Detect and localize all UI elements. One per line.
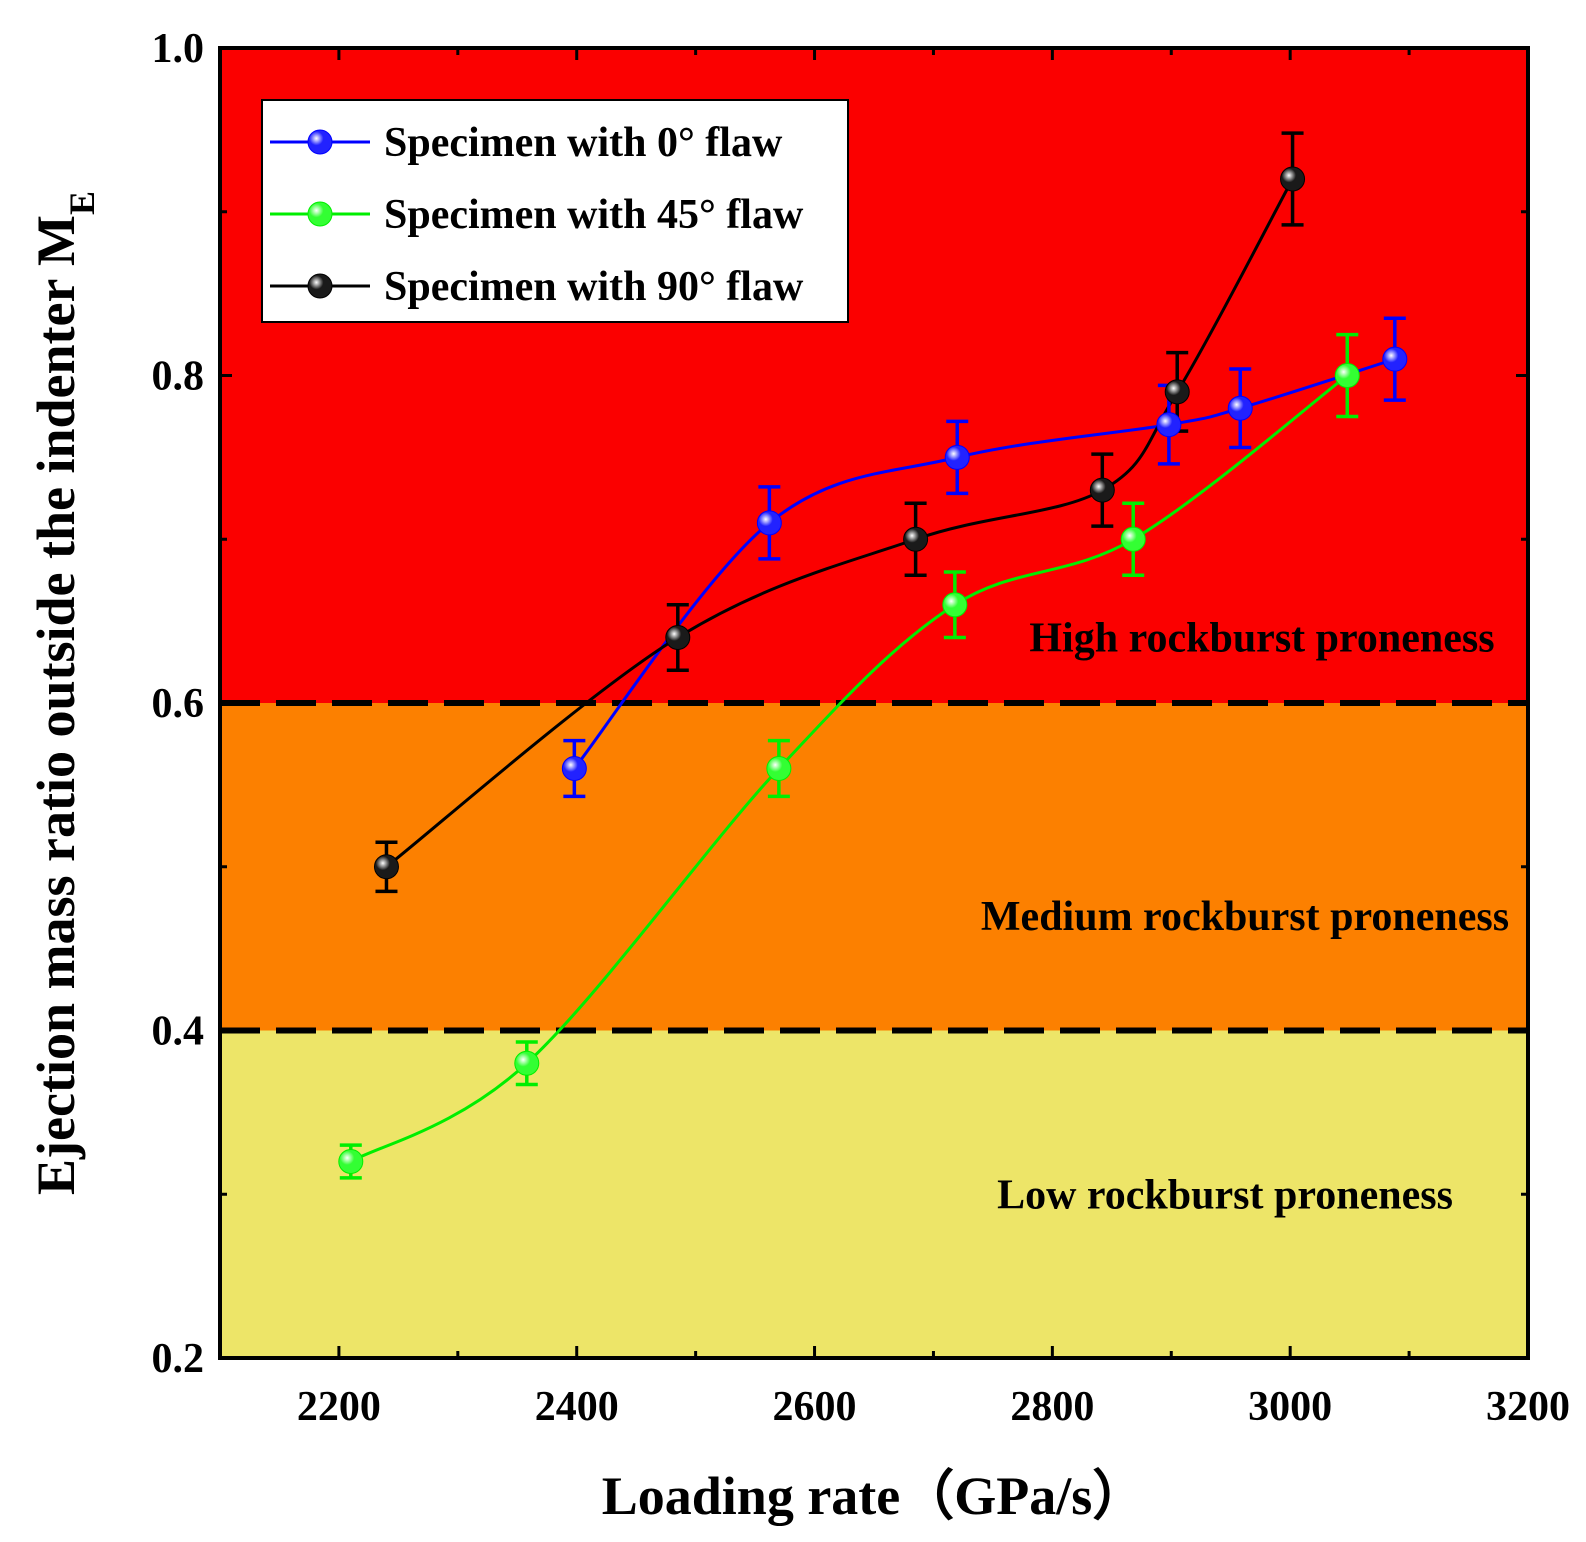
legend-item-1: Specimen with 45° flaw (270, 192, 804, 238)
legend-swatch-marker (307, 129, 333, 155)
legend-label-1: Specimen with 45° flaw (384, 192, 804, 238)
data-point (338, 1149, 364, 1174)
data-point (1164, 379, 1190, 405)
x-tick-label-1: 2400 (535, 1384, 619, 1430)
y-axis-title: Ejection mass ratio outside the indenter… (26, 191, 102, 1195)
zone-label-1: Medium rockburst proneness (981, 894, 1509, 940)
y-tick-label-0: 0.2 (152, 1336, 205, 1382)
data-point (1227, 395, 1253, 421)
threshold-lines (220, 700, 1528, 1034)
data-point (942, 592, 968, 618)
zone-1 (220, 703, 1528, 1031)
legend-swatch-marker (307, 273, 333, 299)
data-point (514, 1050, 540, 1076)
data-points (338, 166, 1408, 1174)
y-tick-label-1: 0.4 (152, 1009, 205, 1055)
data-point (1120, 526, 1146, 552)
legend-label-0: Specimen with 0° flaw (384, 120, 783, 166)
legend: Specimen with 0° flaw Specimen with 45° f… (261, 99, 849, 323)
data-point (373, 854, 399, 880)
data-point (1156, 412, 1182, 438)
zone-0 (220, 1030, 1528, 1358)
x-tick-label-5: 3200 (1486, 1384, 1570, 1430)
data-point (665, 625, 691, 650)
data-point (766, 756, 792, 781)
series-line-2 (385, 178, 1294, 868)
data-point (944, 444, 970, 470)
legend-swatch-marker (307, 201, 333, 227)
x-axis-title: Loading rate（GPa/s） (602, 1466, 1147, 1526)
y-tick-label-2: 0.6 (152, 681, 205, 727)
legend-item-2: Specimen with 90° flaw (270, 264, 804, 310)
y-tick-label-4: 1.0 (152, 26, 205, 72)
zone-labels: Low rockburst proneness Medium rockburst … (981, 616, 1509, 1219)
legend-item-0: Specimen with 0° flaw (270, 120, 783, 166)
data-point (1089, 477, 1115, 503)
data-point (561, 756, 587, 781)
x-tick-label-2: 2600 (773, 1384, 857, 1430)
data-point (756, 510, 782, 536)
zone-label-0: Low rockburst proneness (997, 1172, 1453, 1218)
data-point (1334, 363, 1360, 388)
axis-ticks: 2200 2400 2600 2800 3000 3200 0.2 0.4 0.6 0.8 1.0 (152, 26, 1571, 1430)
zone-label-2: High rockburst proneness (1029, 616, 1494, 662)
data-point (1280, 166, 1306, 192)
legend-label-2: Specimen with 90° flaw (384, 264, 804, 310)
data-point (903, 526, 929, 552)
data-point (1382, 346, 1408, 372)
y-tick-label-3: 0.8 (152, 354, 205, 400)
x-tick-label-4: 3000 (1248, 1384, 1332, 1430)
y-axis-title-subscript: E (62, 191, 102, 215)
x-tick-label-0: 2200 (297, 1384, 381, 1430)
x-tick-label-3: 2800 (1010, 1384, 1094, 1430)
